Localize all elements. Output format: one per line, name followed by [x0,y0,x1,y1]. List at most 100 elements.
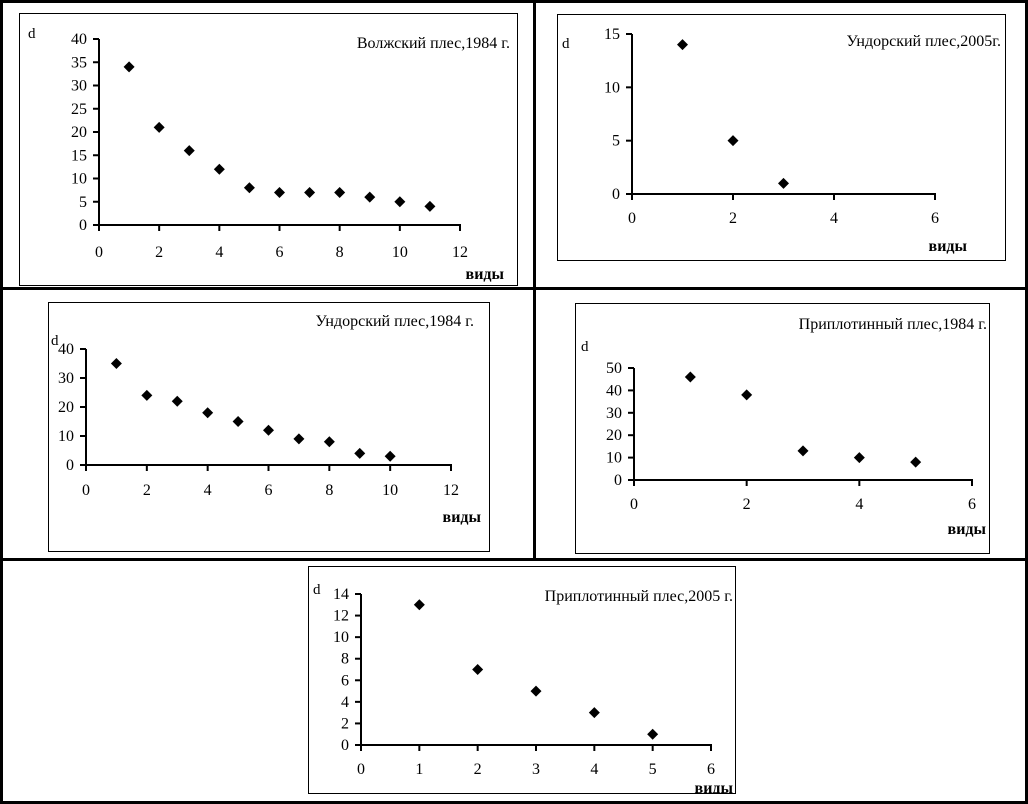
data-point [213,163,225,175]
data-points [684,371,922,468]
x-tick-label: 12 [452,244,468,261]
y-tick-label: 5 [79,194,87,211]
y-tick-label: 20 [606,427,622,444]
x-axis [633,479,973,486]
data-point [413,599,425,611]
x-tick-label: 4 [204,482,212,499]
data-point [741,389,753,401]
data-point [232,416,244,427]
y-tick-label: 15 [71,147,87,164]
x-tick-label: 5 [649,761,657,778]
x-tick-label: 0 [357,761,365,778]
data-point [424,200,436,212]
x-tick-label: 2 [143,482,151,499]
chart-title: Ундорский плес,2005г. [846,33,1001,50]
data-point [778,177,789,189]
y-axis-label: d [51,333,59,349]
x-tick-label: 8 [325,482,333,499]
x-axis-label: виды [695,780,734,793]
x-tick-label: 0 [95,244,103,261]
x-tick-label: 3 [532,761,540,778]
data-point [110,358,122,369]
y-tick-label: 8 [341,651,349,668]
chart-title: Приплотинный плес,2005 г. [545,588,733,605]
data-point [293,433,305,445]
y-tick-label: 0 [79,217,87,234]
chart-title: Ундорский плес,1984 г. [315,313,474,330]
chart-panel-priplotinny-1984: 0 10 20 30 40 50 0 2 4 6 Приплотинный плес,1984 г.… [575,303,990,554]
y-tick-label: 30 [58,370,74,387]
data-point [384,450,396,462]
data-point [530,685,542,697]
y-tick-label: 6 [341,672,349,689]
x-tick-label: 4 [590,761,598,778]
y-axis [628,367,635,481]
y-tick-label: 40 [606,382,622,399]
y-tick-label: 12 [333,608,349,625]
scatter-chart: 0 10 20 30 40 0 2 4 6 8 10 12 Ундорский плес,1984 г.… [51,313,482,526]
y-tick-label: 30 [71,78,87,95]
x-tick-label: 4 [830,210,838,227]
y-tick-label: 10 [71,171,87,188]
x-tick-label: 6 [265,482,273,499]
x-tick-label: 8 [336,244,344,261]
x-tick-label: 4 [215,244,223,261]
data-point [797,445,809,457]
y-axis-label: d [581,339,589,355]
x-tick-label: 2 [743,496,751,513]
x-tick-label: 6 [707,761,715,778]
y-tick-label: 40 [58,341,74,358]
scatter-chart: 0 5 10 15 20 25 30 35 40 0 2 4 6 8 10 12 Волжский плес,1… [28,26,510,283]
x-tick-label: 12 [443,482,459,499]
y-axis [626,33,633,195]
y-axis [355,593,362,746]
y-tick-label: 2 [341,715,349,732]
scatter-chart: 0 5 10 15 0 2 4 6 Ундорский плес,2005г. d виды [562,26,1001,255]
x-tick-label: 0 [82,482,90,499]
y-tick-label: 50 [606,360,622,377]
y-tick-label: 10 [333,629,349,646]
y-tick-label: 4 [341,694,349,711]
data-points [677,39,789,189]
x-axis [631,193,936,200]
y-tick-label: 0 [614,472,622,489]
y-axis-label: d [313,582,321,598]
chart-panel-priplotinny-2005: 0 2 4 6 8 10 12 14 0 1 2 3 4 5 6 Приплотинный плес,2005… [308,566,736,794]
x-tick-label: 10 [392,244,408,261]
y-tick-label: 20 [71,124,87,141]
y-tick-label: 14 [333,586,349,603]
x-tick-label: 6 [276,244,284,261]
y-axis [80,348,87,466]
x-tick-label: 4 [855,496,863,513]
x-axis-label: виды [948,521,987,538]
chart-panel-undorsky-1984: 0 10 20 30 40 0 2 4 6 8 10 12 Ундорский плес,1984 г.… [48,302,490,552]
data-point [141,389,153,401]
y-tick-label: 10 [58,428,74,445]
data-point [153,121,165,133]
data-points [123,61,436,212]
chart-panel-volzhsky-1984: 0 5 10 15 20 25 30 35 40 0 2 4 6 8 10 12 Волжский плес,1… [19,13,518,286]
data-point [727,135,739,147]
x-axis-label: виды [443,509,482,526]
x-tick-label: 0 [628,210,636,227]
y-tick-label: 10 [604,79,620,96]
data-point [202,407,214,419]
y-tick-label: 30 [606,405,622,422]
grid-divider-horizontal-bottom [3,558,1025,561]
data-point [171,395,183,407]
x-tick-label: 6 [968,496,976,513]
chart-title: Волжский плес,1984 г. [357,35,510,52]
chart-panel-undorsky-2005: 0 5 10 15 0 2 4 6 Ундорский плес,2005г. d виды [557,14,1006,261]
y-tick-label: 20 [58,399,74,416]
x-tick-label: 6 [931,210,939,227]
data-point [472,664,484,675]
x-tick-label: 2 [474,761,482,778]
data-point [394,196,406,208]
data-points [110,358,396,462]
data-point [334,186,346,198]
x-axis [360,744,712,751]
y-tick-label: 15 [604,26,620,43]
chart-title: Приплотинный плес,1984 г. [799,316,987,333]
